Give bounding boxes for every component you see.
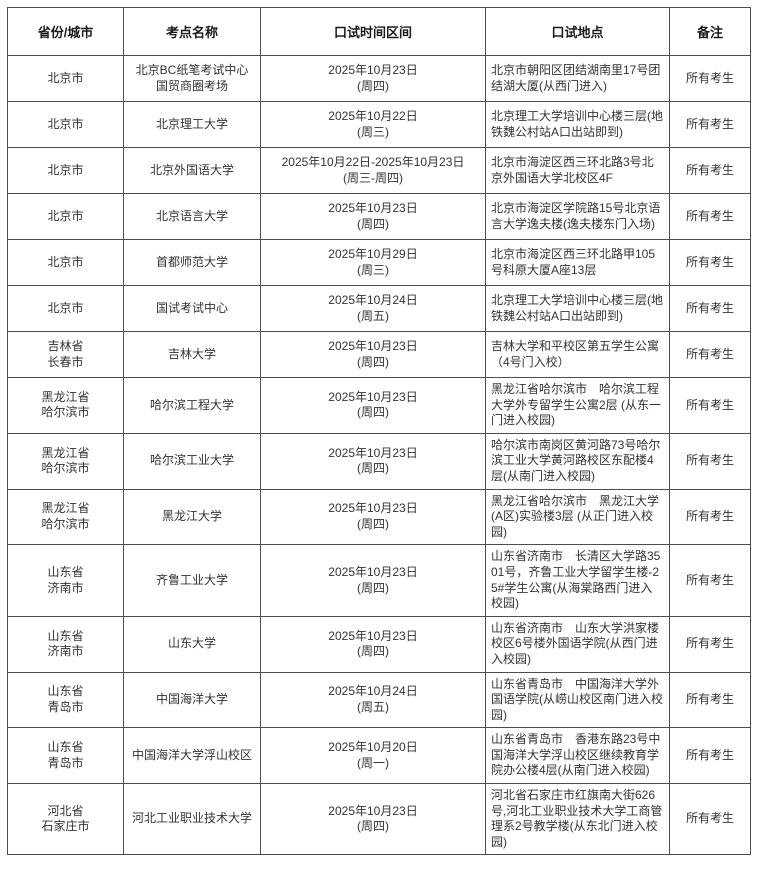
cell-location: 河北省石家庄市红旗南大街626号,河北工业职业技术大学工商管理系2号教学楼(从东… — [485, 783, 670, 856]
table-row: 吉林省 长春市 吉林大学 2025年10月23日 (周四) 吉林大学和平校区第五学生公… — [7, 331, 751, 378]
cell-note: 所有考生 — [669, 671, 751, 729]
cell-center: 北京外国语大学 — [123, 147, 261, 194]
cell-location: 北京理工大学培训中心楼三层(地铁魏公村站A口出站即到) — [485, 101, 670, 148]
cell-center: 齐鲁工业大学 — [123, 544, 261, 617]
cell-center: 北京理工大学 — [123, 101, 261, 148]
cell-location: 北京市海淀区学院路15号北京语言大学逸夫楼(逸夫楼东门入场) — [485, 193, 670, 240]
table-row: 北京市 首都师范大学 2025年10月29日 (周三) 北京市海淀区西三环北路甲105… — [7, 239, 751, 286]
cell-note: 所有考生 — [669, 432, 751, 490]
cell-location: 北京市海淀区西三环北路甲105号科原大厦A座13层 — [485, 239, 670, 286]
header-row: 省份/城市 考点名称 口试时间区间 口试地点 备注 — [7, 7, 751, 56]
cell-region: 北京市 — [7, 285, 124, 332]
cell-note: 所有考生 — [669, 101, 751, 148]
cell-location: 黑龙江省哈尔滨市 哈尔滨工程大学外专留学生公寓2层 (从东一门进入校园) — [485, 377, 670, 434]
column-header-center: 考点名称 — [123, 7, 261, 56]
cell-time: 2025年10月20日 (周一) — [260, 727, 486, 785]
cell-location: 山东省青岛市 中国海洋大学外国语学院(从崂山校区南门进入校园) — [485, 671, 670, 729]
cell-time: 2025年10月23日 (周四) — [260, 488, 486, 546]
cell-region: 山东省 青岛市 — [7, 727, 124, 785]
cell-location: 山东省济南市 山东大学洪家楼校区6号楼外国语学院(从西门进入校园) — [485, 615, 670, 673]
oral-test-schedule-table: 省份/城市 考点名称 口试时间区间 口试地点 备注 北京市 北京BC纸笔考试中心 国贸商圈… — [7, 7, 751, 856]
cell-center: 哈尔滨工程大学 — [123, 377, 261, 434]
cell-region: 河北省 石家庄市 — [7, 783, 124, 856]
cell-time: 2025年10月29日 (周三) — [260, 239, 486, 286]
cell-time: 2025年10月23日 (周四) — [260, 55, 486, 102]
table-row: 山东省 济南市 山东大学 2025年10月23日 (周四) 山东省济南市 山东大学洪家… — [7, 615, 751, 673]
cell-note: 所有考生 — [669, 544, 751, 617]
table-row: 山东省 济南市 齐鲁工业大学 2025年10月23日 (周四) 山东省济南市 长清区大… — [7, 544, 751, 617]
cell-note: 所有考生 — [669, 377, 751, 434]
table-row: 山东省 青岛市 中国海洋大学浮山校区 2025年10月20日 (周一) 山东省青岛市 … — [7, 727, 751, 785]
cell-center: 首都师范大学 — [123, 239, 261, 286]
table-row: 北京市 北京BC纸笔考试中心 国贸商圈考场 2025年10月23日 (周四) 北京市朝… — [7, 55, 751, 102]
cell-center: 河北工业职业技术大学 — [123, 783, 261, 856]
cell-center: 哈尔滨工业大学 — [123, 432, 261, 490]
cell-region: 山东省 青岛市 — [7, 671, 124, 729]
table-row: 北京市 国试考试中心 2025年10月24日 (周五) 北京理工大学培训中心楼三层(地… — [7, 285, 751, 332]
cell-location: 北京市海淀区西三环北路3号北京外国语大学北校区4F — [485, 147, 670, 194]
cell-note: 所有考生 — [669, 331, 751, 378]
cell-time: 2025年10月24日 (周五) — [260, 671, 486, 729]
cell-region: 山东省 济南市 — [7, 544, 124, 617]
table-row: 黑龙江省 哈尔滨市 黑龙江大学 2025年10月23日 (周四) 黑龙江省哈尔滨市 黑… — [7, 488, 751, 546]
cell-center: 中国海洋大学浮山校区 — [123, 727, 261, 785]
table-row: 北京市 北京理工大学 2025年10月22日 (周三) 北京理工大学培训中心楼三层(地… — [7, 101, 751, 148]
cell-center: 黑龙江大学 — [123, 488, 261, 546]
cell-time: 2025年10月23日 (周四) — [260, 544, 486, 617]
cell-region: 北京市 — [7, 193, 124, 240]
column-header-time: 口试时间区间 — [260, 7, 486, 56]
cell-note: 所有考生 — [669, 147, 751, 194]
cell-location: 黑龙江省哈尔滨市 黑龙江大学(A区)实验楼3层 (从正门进入校园) — [485, 488, 670, 546]
cell-center: 北京语言大学 — [123, 193, 261, 240]
cell-center: 北京BC纸笔考试中心 国贸商圈考场 — [123, 55, 261, 102]
column-header-note: 备注 — [669, 7, 751, 56]
cell-region: 山东省 济南市 — [7, 615, 124, 673]
cell-note: 所有考生 — [669, 615, 751, 673]
cell-center: 国试考试中心 — [123, 285, 261, 332]
cell-note: 所有考生 — [669, 193, 751, 240]
cell-time: 2025年10月22日 (周三) — [260, 101, 486, 148]
cell-note: 所有考生 — [669, 285, 751, 332]
cell-location: 山东省济南市 长清区大学路3501号，齐鲁工业大学留学生楼-25#学生公寓(从海… — [485, 544, 670, 617]
cell-time: 2025年10月23日 (周四) — [260, 377, 486, 434]
table-row: 北京市 北京语言大学 2025年10月23日 (周四) 北京市海淀区学院路15号北京语… — [7, 193, 751, 240]
cell-location: 哈尔滨市南岗区黄河路73号哈尔滨工业大学黄河路校区东配楼4层(从南门进入校园) — [485, 432, 670, 490]
table-row: 山东省 青岛市 中国海洋大学 2025年10月24日 (周五) 山东省青岛市 中国海洋… — [7, 671, 751, 729]
cell-region: 黑龙江省 哈尔滨市 — [7, 432, 124, 490]
cell-note: 所有考生 — [669, 55, 751, 102]
cell-region: 北京市 — [7, 101, 124, 148]
cell-location: 山东省青岛市 香港东路23号中国海洋大学浮山校区继续教育学院办公楼4层(从南门进… — [485, 727, 670, 785]
cell-region: 吉林省 长春市 — [7, 331, 124, 378]
cell-time: 2025年10月23日 (周四) — [260, 331, 486, 378]
cell-time: 2025年10月23日 (周四) — [260, 432, 486, 490]
cell-time: 2025年10月24日 (周五) — [260, 285, 486, 332]
cell-center: 吉林大学 — [123, 331, 261, 378]
table-row: 河北省 石家庄市 河北工业职业技术大学 2025年10月23日 (周四) 河北省石家庄… — [7, 783, 751, 856]
table-row: 黑龙江省 哈尔滨市 哈尔滨工业大学 2025年10月23日 (周四) 哈尔滨市南岗区黄… — [7, 432, 751, 490]
cell-note: 所有考生 — [669, 488, 751, 546]
cell-note: 所有考生 — [669, 239, 751, 286]
page: 省份/城市 考点名称 口试时间区间 口试地点 备注 北京市 北京BC纸笔考试中心 国贸商圈… — [7, 7, 751, 856]
cell-time: 2025年10月23日 (周四) — [260, 783, 486, 856]
cell-note: 所有考生 — [669, 783, 751, 856]
column-header-location: 口试地点 — [485, 7, 670, 56]
cell-location: 北京理工大学培训中心楼三层(地铁魏公村站A口出站即到) — [485, 285, 670, 332]
cell-region: 黑龙江省 哈尔滨市 — [7, 488, 124, 546]
cell-center: 中国海洋大学 — [123, 671, 261, 729]
cell-region: 北京市 — [7, 239, 124, 286]
table-row: 北京市 北京外国语大学 2025年10月22日-2025年10月23日 (周三-周四… — [7, 147, 751, 194]
cell-time: 2025年10月23日 (周四) — [260, 193, 486, 240]
cell-region: 黑龙江省 哈尔滨市 — [7, 377, 124, 434]
cell-time: 2025年10月22日-2025年10月23日 (周三-周四) — [260, 147, 486, 194]
cell-center: 山东大学 — [123, 615, 261, 673]
cell-region: 北京市 — [7, 55, 124, 102]
cell-note: 所有考生 — [669, 727, 751, 785]
column-header-region: 省份/城市 — [7, 7, 124, 56]
cell-time: 2025年10月23日 (周四) — [260, 615, 486, 673]
cell-location: 北京市朝阳区团结湖南里17号团结湖大厦(从西门进入) — [485, 55, 670, 102]
cell-region: 北京市 — [7, 147, 124, 194]
table-body: 北京市 北京BC纸笔考试中心 国贸商圈考场 2025年10月23日 (周四) 北京市朝… — [7, 55, 751, 856]
cell-location: 吉林大学和平校区第五学生公寓 （4号门入校） — [485, 331, 670, 378]
table-row: 黑龙江省 哈尔滨市 哈尔滨工程大学 2025年10月23日 (周四) 黑龙江省哈尔滨市… — [7, 377, 751, 434]
